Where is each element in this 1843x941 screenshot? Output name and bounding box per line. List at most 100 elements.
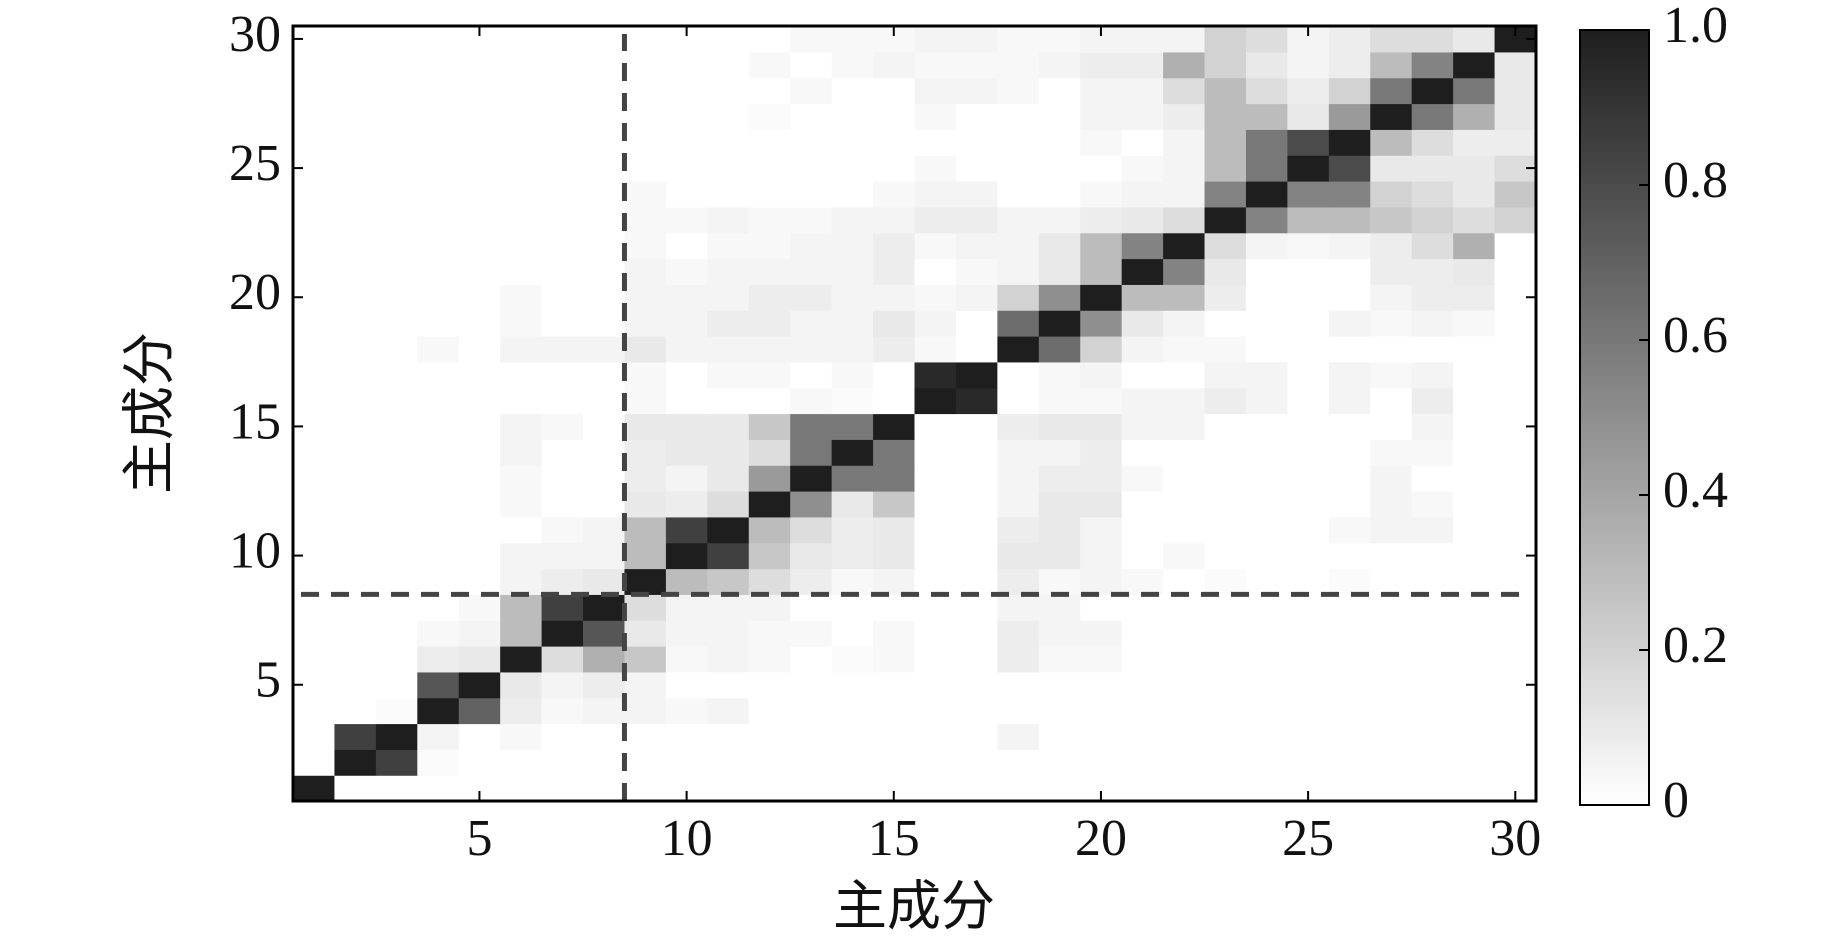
heatmap-cell <box>748 361 791 389</box>
heatmap-cell <box>541 103 584 130</box>
heatmap-cell <box>375 697 418 725</box>
heatmap-cell <box>375 749 418 776</box>
heatmap-cell <box>1163 103 1206 130</box>
heatmap-cell <box>1453 491 1496 518</box>
heatmap-cell <box>1328 413 1371 440</box>
heatmap-cell <box>748 620 791 647</box>
heatmap-cell <box>1453 387 1496 415</box>
heatmap-cell <box>583 129 626 156</box>
heatmap-cell <box>334 310 377 337</box>
colorbar-tick-label: 0.4 <box>1663 462 1728 519</box>
heatmap-cell <box>707 336 750 363</box>
heatmap-cell <box>293 491 336 518</box>
heatmap-cell <box>997 775 1040 802</box>
heatmap-cell <box>997 516 1040 544</box>
heatmap-cell <box>1163 723 1206 750</box>
heatmap-cell <box>1121 387 1164 415</box>
heatmap-cell <box>955 568 998 595</box>
heatmap-cell <box>1494 129 1537 156</box>
heatmap-cell <box>1080 361 1123 389</box>
heatmap-cell <box>1370 516 1413 544</box>
heatmap-cell <box>955 77 998 105</box>
heatmap-cell <box>1038 258 1081 285</box>
heatmap-cell <box>1080 258 1123 285</box>
heatmap-cell <box>707 413 750 440</box>
heatmap-cell <box>1370 594 1413 621</box>
heatmap-cell <box>914 568 957 595</box>
heatmap-cell <box>1453 646 1496 673</box>
heatmap-cell <box>1328 284 1371 311</box>
heatmap-cell <box>790 129 833 156</box>
colorbar-tick-label: 0.6 <box>1663 307 1728 364</box>
heatmap-cell <box>334 103 377 130</box>
heatmap-cell <box>1287 387 1330 415</box>
heatmap-cell <box>873 310 916 337</box>
heatmap-cell <box>707 77 750 105</box>
heatmap-cell <box>665 103 708 130</box>
heatmap-cell <box>914 103 957 130</box>
heatmap-cell <box>583 361 626 389</box>
heatmap-cell <box>1370 465 1413 492</box>
heatmap-cell <box>955 361 998 389</box>
heatmap-cell <box>1287 594 1330 621</box>
heatmap-cell <box>748 775 791 802</box>
heatmap-cell <box>500 206 543 234</box>
heatmap-cell <box>1080 155 1123 182</box>
heatmap-cell <box>1245 620 1288 647</box>
heatmap-cell <box>790 568 833 595</box>
heatmap-cell <box>583 542 626 570</box>
heatmap-cell <box>1328 465 1371 492</box>
heatmap-cell <box>1038 568 1081 595</box>
heatmap-cell <box>293 568 336 595</box>
heatmap-cell <box>500 439 543 466</box>
plot-frame <box>291 24 1538 803</box>
heatmap-cell <box>1080 439 1123 466</box>
heatmap-cell <box>1080 620 1123 647</box>
heatmap-cell <box>1204 775 1247 802</box>
heatmap-cell <box>1163 387 1206 415</box>
heatmap-cell <box>1204 155 1247 182</box>
heatmap-cell <box>1038 181 1081 208</box>
heatmap-cell <box>1411 516 1454 544</box>
heatmap-cell <box>1245 542 1288 570</box>
heatmap-cell <box>955 516 998 544</box>
heatmap-cell <box>500 568 543 595</box>
heatmap-cell <box>375 723 418 750</box>
heatmap-cell <box>541 26 584 53</box>
heatmap-cell <box>334 258 377 285</box>
heatmap-cell <box>624 77 667 105</box>
heatmap-cell <box>1080 646 1123 673</box>
heatmap-cell <box>417 775 460 802</box>
heatmap-cell <box>873 516 916 544</box>
heatmap-cell <box>417 568 460 595</box>
heatmap-cell <box>914 336 957 363</box>
heatmap-cell <box>583 284 626 311</box>
heatmap-cell <box>624 594 667 621</box>
heatmap-cell <box>997 26 1040 53</box>
heatmap-cell <box>458 232 501 260</box>
heatmap-cell <box>831 646 874 673</box>
heatmap-cell <box>1121 749 1164 776</box>
heatmap-cell <box>417 491 460 518</box>
heatmap-cell <box>873 155 916 182</box>
heatmap-cell <box>1370 129 1413 156</box>
heatmap-cell <box>1328 697 1371 725</box>
heatmap-cell <box>1453 697 1496 725</box>
heatmap-cell <box>831 77 874 105</box>
heatmap-cell <box>458 542 501 570</box>
heatmap-cell <box>665 387 708 415</box>
heatmap-cell <box>541 491 584 518</box>
heatmap-cell <box>1411 542 1454 570</box>
heatmap-cell <box>831 129 874 156</box>
heatmap-cell <box>1287 284 1330 311</box>
heatmap-cell <box>1287 542 1330 570</box>
heatmap-cell <box>1411 646 1454 673</box>
heatmap-cell <box>375 51 418 79</box>
heatmap-cell <box>873 77 916 105</box>
heatmap-cell <box>1453 206 1496 234</box>
heatmap-cell <box>955 181 998 208</box>
heatmap-cell <box>831 51 874 79</box>
heatmap-cell <box>458 594 501 621</box>
heatmap-cell <box>707 361 750 389</box>
heatmap-cell <box>748 206 791 234</box>
